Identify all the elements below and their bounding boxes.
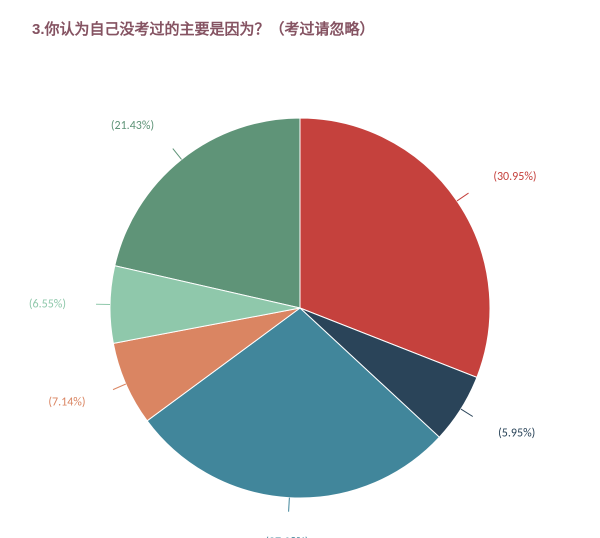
leader-line — [289, 498, 290, 512]
slice-label: (5.95%) — [498, 426, 535, 440]
leader-line — [457, 193, 469, 201]
leader-line — [113, 384, 126, 390]
pie-chart: (21.43%)(30.95%)(5.95%)(27.98%)(7.14%)(6… — [0, 48, 600, 538]
slice-label: (21.43%) — [111, 119, 154, 133]
chart-title: 3.你认为自己没考过的主要是因为？（考过请忽略） — [32, 18, 375, 39]
slice-label: (7.14%) — [48, 396, 85, 410]
leader-line — [173, 149, 182, 160]
slice-label: (30.95%) — [493, 170, 536, 184]
slice-label: (6.55%) — [29, 298, 66, 312]
leader-line — [461, 409, 473, 416]
